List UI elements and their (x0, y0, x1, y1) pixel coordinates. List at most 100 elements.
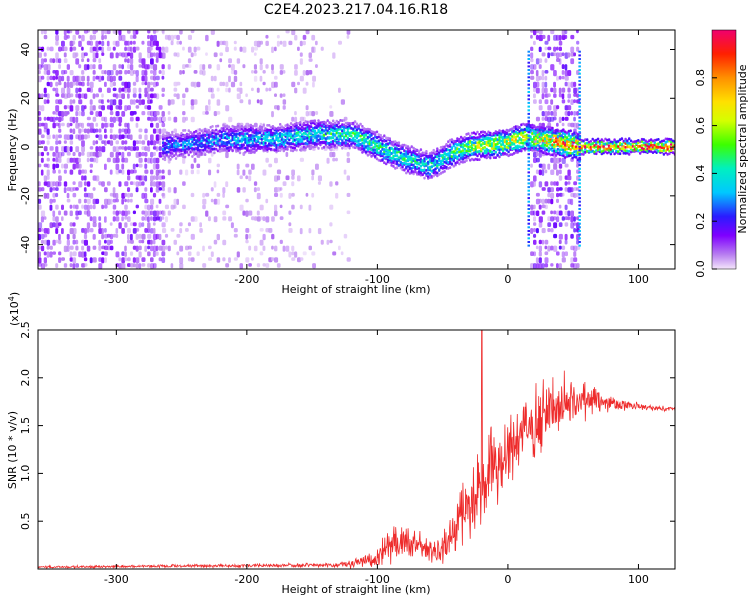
heatmap-cell (549, 140, 552, 144)
heatmap-cell (162, 133, 165, 137)
heatmap-cell (173, 116, 178, 123)
heatmap-cell (180, 152, 183, 156)
heatmap-cell (300, 140, 304, 143)
heatmap-cell (405, 162, 408, 166)
heatmap-cell (547, 52, 550, 59)
heatmap-cell (368, 139, 371, 143)
heatmap-cell (567, 181, 571, 185)
heatmap-cell (564, 148, 567, 151)
heatmap-cell (49, 198, 53, 204)
heatmap-cell (224, 128, 227, 132)
spectrogram-frame (37, 29, 676, 270)
heatmap-cell (205, 192, 210, 197)
heatmap-cell (569, 135, 572, 138)
heatmap-cell (158, 210, 163, 215)
heatmap-cell (101, 122, 104, 129)
heatmap-cell (589, 148, 592, 151)
heatmap-cell (285, 30, 290, 34)
heatmap-cell (49, 187, 53, 193)
heatmap-cell (86, 157, 90, 163)
heatmap-cell (174, 145, 178, 148)
heatmap-cell (210, 93, 215, 99)
heatmap-cell (249, 144, 253, 147)
heatmap-cell (63, 30, 67, 36)
heatmap-cell (144, 228, 148, 233)
heatmap-cell (92, 140, 96, 146)
heatmap-cell (147, 93, 150, 100)
heatmap-cell (311, 134, 315, 138)
heatmap-cell (666, 145, 669, 149)
heatmap-cell (127, 64, 131, 69)
heatmap-cell (109, 81, 113, 88)
heatmap-cell (476, 158, 479, 161)
heatmap-cell (132, 263, 136, 268)
heatmap-cell (262, 169, 267, 176)
heatmap-cell (293, 146, 296, 150)
heatmap-cell (541, 111, 545, 117)
heatmap-cell (509, 128, 512, 132)
heatmap-cell (459, 135, 463, 139)
heatmap-cell (127, 233, 130, 240)
heatmap-cell (98, 151, 102, 157)
heatmap-cell (83, 198, 87, 204)
heatmap-cell (359, 143, 362, 146)
heatmap-cell (174, 139, 178, 143)
heatmap-cell (89, 228, 94, 233)
heatmap-cell (98, 75, 102, 82)
heatmap-cell (344, 141, 348, 145)
heatmap-cell (348, 138, 351, 141)
heatmap-cell (478, 146, 481, 149)
heatmap-cell (152, 222, 156, 226)
heatmap-cell (259, 228, 264, 232)
heatmap-cell (383, 161, 386, 165)
heatmap-cell (472, 131, 476, 135)
heatmap-cell (81, 128, 85, 133)
heatmap-cell (450, 162, 454, 166)
heatmap-cell (226, 146, 229, 150)
heatmap-cell (138, 157, 143, 163)
heatmap-cell (194, 129, 198, 133)
heatmap-cell (640, 137, 644, 141)
heatmap-cell (470, 152, 474, 156)
heatmap-cell (346, 157, 351, 163)
heatmap-cell (127, 175, 131, 181)
heatmap-cell (216, 111, 221, 115)
heatmap-cell (363, 138, 366, 142)
heatmap-cell (191, 147, 194, 150)
heatmap-cell (458, 154, 461, 157)
heatmap-cell (339, 119, 342, 122)
heatmap-cell (189, 142, 192, 146)
x-tick-label: -300 (104, 273, 129, 286)
heatmap-cell (533, 157, 537, 163)
heatmap-cell (401, 163, 404, 166)
heatmap-cell (63, 81, 67, 89)
heatmap-cell (527, 200, 530, 203)
heatmap-cell (235, 139, 238, 143)
heatmap-cell (161, 169, 165, 174)
heatmap-cell (567, 87, 571, 93)
heatmap-cell (228, 75, 231, 83)
heatmap-cell (350, 122, 353, 125)
heatmap-cell (575, 155, 578, 159)
heatmap-cell (346, 34, 350, 39)
heatmap-cell (291, 149, 295, 153)
heatmap-cell (439, 171, 443, 175)
heatmap-cell (46, 140, 50, 145)
heatmap-cell (52, 58, 55, 64)
heatmap-cell (162, 187, 165, 192)
heatmap-cell (578, 131, 581, 134)
heatmap-cell (75, 111, 79, 117)
heatmap-cell (439, 149, 443, 152)
heatmap-cell (66, 30, 71, 34)
heatmap-cell (75, 87, 79, 94)
heatmap-cell (46, 70, 51, 76)
heatmap-cell (306, 139, 309, 143)
heatmap-cell (361, 137, 364, 141)
heatmap-cell (112, 216, 116, 222)
heatmap-cell (264, 146, 267, 150)
heatmap-cell (132, 140, 136, 147)
heatmap-cell (582, 153, 585, 156)
heatmap-cell (224, 136, 227, 140)
heatmap-cell (83, 233, 88, 240)
heatmap-cell (121, 140, 125, 145)
